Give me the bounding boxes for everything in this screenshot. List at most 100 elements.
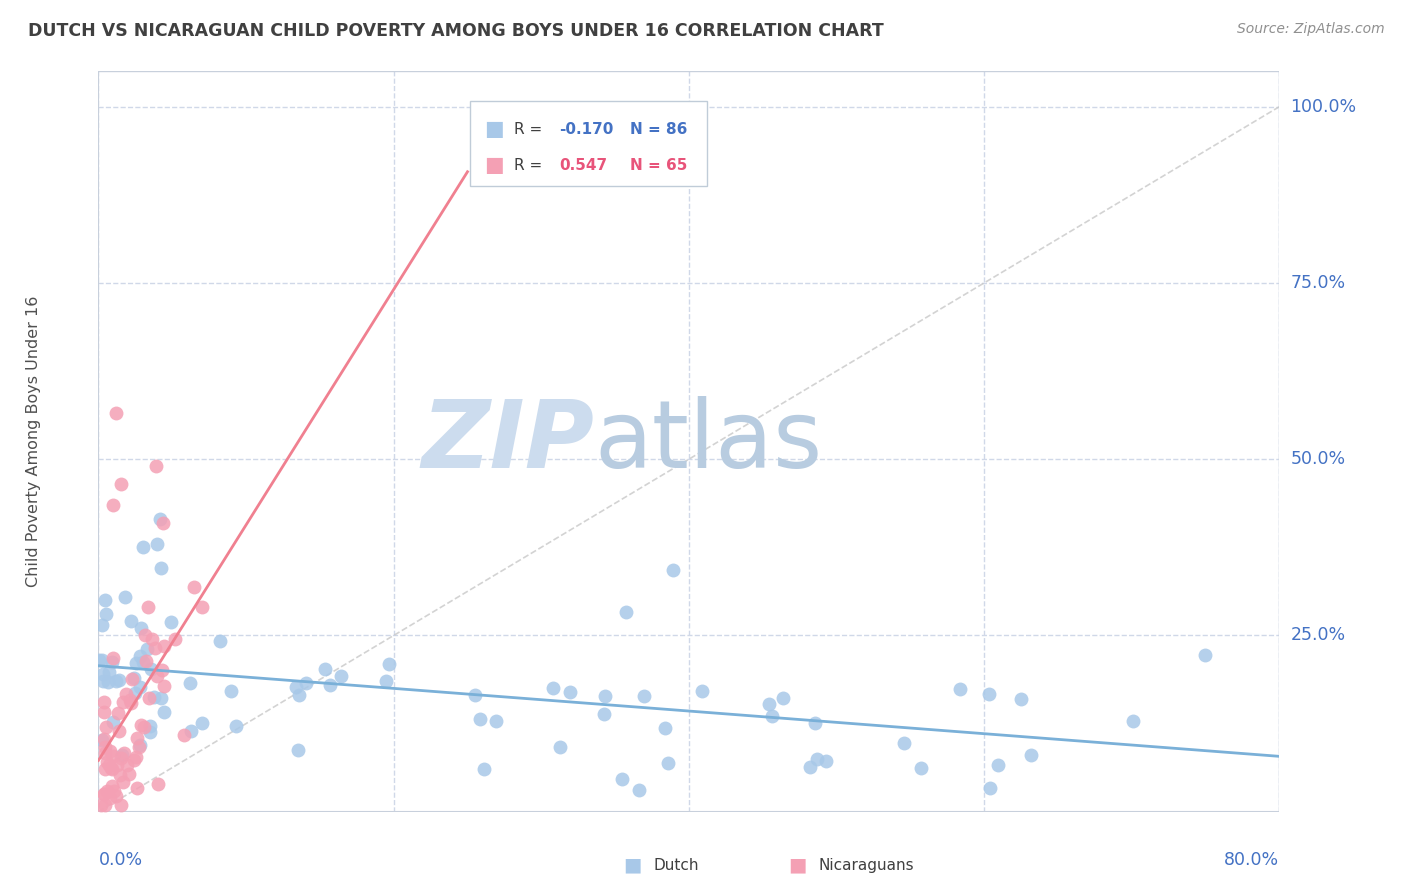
Text: atlas: atlas (595, 395, 823, 488)
Point (183, 581, 205, 595)
Point (98, 790, 121, 805)
Point (112, 775, 135, 789)
Point (129, 649, 152, 664)
Point (136, 600, 159, 615)
Point (979, 780, 1001, 795)
Point (105, 757, 128, 772)
Point (314, 663, 336, 677)
Point (120, 614, 142, 628)
Text: Dutch: Dutch (654, 857, 699, 872)
Point (90, 797, 112, 812)
Point (180, 723, 202, 738)
Point (129, 621, 152, 635)
Point (949, 681, 972, 696)
Point (149, 561, 172, 575)
Point (560, 685, 582, 699)
Point (146, 669, 169, 683)
Point (112, 695, 135, 709)
Point (160, 615, 183, 629)
Point (97, 674, 120, 689)
Point (90, 653, 112, 667)
Point (101, 779, 124, 793)
Point (1194, 648, 1216, 662)
Point (117, 767, 139, 781)
Point (772, 690, 794, 705)
Point (103, 748, 125, 763)
Point (93, 787, 115, 801)
Text: ■: ■ (623, 855, 641, 874)
Text: 25.0%: 25.0% (1291, 626, 1346, 644)
Text: DUTCH VS NICARAGUAN CHILD POVERTY AMONG BOYS UNDER 16 CORRELATION CHART: DUTCH VS NICARAGUAN CHILD POVERTY AMONG … (28, 22, 884, 40)
Point (94, 720, 117, 734)
Point (295, 676, 318, 690)
Point (191, 716, 214, 731)
Point (125, 657, 148, 671)
Point (153, 679, 176, 693)
Point (145, 537, 167, 551)
Point (101, 651, 124, 665)
Point (108, 724, 131, 739)
Text: 0.547: 0.547 (560, 158, 607, 173)
Point (129, 738, 152, 752)
Text: 0.0%: 0.0% (98, 851, 142, 869)
Point (141, 632, 163, 647)
Point (87, 653, 110, 667)
Point (138, 691, 160, 706)
Point (125, 750, 148, 764)
Point (190, 600, 212, 615)
Text: N = 65: N = 65 (630, 158, 688, 173)
Text: Nicaraguans: Nicaraguans (818, 857, 914, 872)
Point (1010, 692, 1032, 706)
Point (470, 712, 492, 726)
Point (143, 690, 166, 705)
Point (105, 674, 128, 689)
Point (124, 686, 146, 700)
Point (110, 768, 132, 782)
Point (104, 789, 127, 803)
Point (96, 755, 118, 769)
Point (93, 762, 115, 776)
Point (148, 512, 170, 526)
Text: R =: R = (515, 121, 547, 136)
Point (122, 753, 145, 767)
Point (108, 673, 131, 687)
Point (104, 406, 127, 420)
Point (464, 688, 486, 702)
Point (593, 706, 616, 721)
Point (98, 744, 121, 758)
Text: -0.170: -0.170 (560, 121, 613, 136)
Point (910, 760, 932, 774)
Text: 80.0%: 80.0% (1225, 851, 1279, 869)
Point (548, 739, 571, 754)
Point (472, 762, 495, 776)
Point (614, 605, 637, 619)
Point (149, 690, 172, 705)
Point (101, 655, 124, 669)
Point (541, 681, 564, 696)
Point (219, 684, 242, 698)
Point (107, 706, 129, 720)
Point (101, 763, 124, 777)
Point (225, 719, 247, 733)
Point (153, 639, 176, 653)
Point (179, 675, 201, 690)
Point (209, 634, 232, 648)
Point (163, 632, 186, 646)
Point (103, 714, 125, 729)
Point (132, 656, 155, 670)
Point (1122, 714, 1144, 729)
Point (374, 674, 396, 689)
Point (287, 742, 309, 756)
Point (484, 714, 506, 728)
Point (94, 593, 117, 607)
Point (97, 758, 120, 772)
Point (595, 689, 617, 703)
Point (94, 739, 117, 754)
Point (657, 756, 679, 771)
Point (100, 761, 122, 775)
Point (1019, 748, 1042, 763)
Text: 100.0%: 100.0% (1291, 97, 1357, 116)
Text: Child Poverty Among Boys Under 16: Child Poverty Among Boys Under 16 (25, 296, 41, 587)
Point (129, 680, 152, 694)
Point (132, 541, 155, 555)
